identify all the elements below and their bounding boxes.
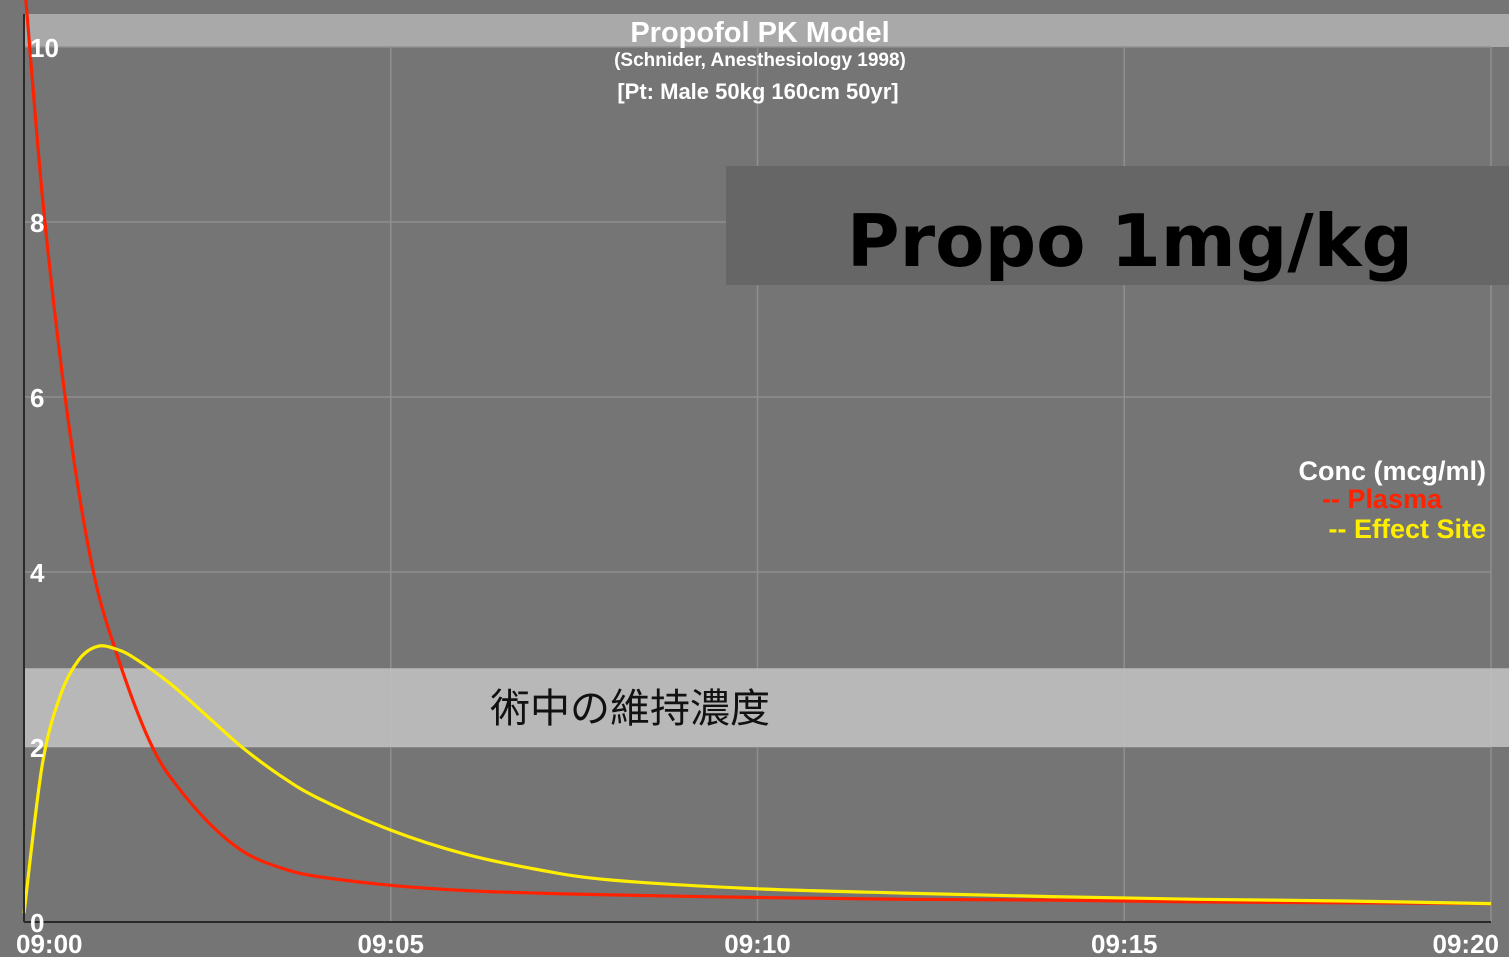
- chart-title: Propofol PK Model: [630, 17, 889, 49]
- plasma-line: [24, 0, 1492, 906]
- maintenance-band-label: 術中の維持濃度: [490, 686, 770, 732]
- x-tick-label: 09:20: [1433, 929, 1500, 957]
- x-tick-label: 09:15: [1091, 929, 1158, 957]
- maintenance-band: [24, 668, 1509, 747]
- y-tick-label: 4: [30, 558, 45, 588]
- y-tick-label: 6: [30, 383, 44, 413]
- dose-badge: [726, 166, 1509, 285]
- y-tick-label: 8: [30, 208, 44, 238]
- legend-effect-site: -- Effect Site: [1328, 514, 1486, 544]
- y-tick-label: 10: [30, 33, 59, 63]
- axis-layer: 0 2 4 6 8 10 09:00 09:05 09:10 09:15 09:20: [16, 14, 1499, 957]
- legend-plasma: -- Plasma: [1322, 484, 1443, 514]
- title-bar: [24, 14, 1509, 47]
- legend-title: Conc (mcg/ml): [1298, 456, 1486, 486]
- effect-site-line: [22, 644, 1492, 914]
- y-tick-label: 0: [30, 908, 44, 938]
- series-layer: [22, 0, 1492, 914]
- chart-subtitle: (Schnider, Anesthesiology 1998): [614, 50, 906, 71]
- patient-info: [Pt: Male 50kg 160cm 50yr]: [617, 79, 898, 104]
- dose-badge-text: Propo 1mg/kg: [847, 199, 1413, 283]
- x-tick-label: 09:00: [16, 929, 83, 957]
- x-tick-label: 09:05: [358, 929, 425, 957]
- x-tick-label: 09:10: [724, 929, 791, 957]
- y-tick-label: 2: [30, 733, 44, 763]
